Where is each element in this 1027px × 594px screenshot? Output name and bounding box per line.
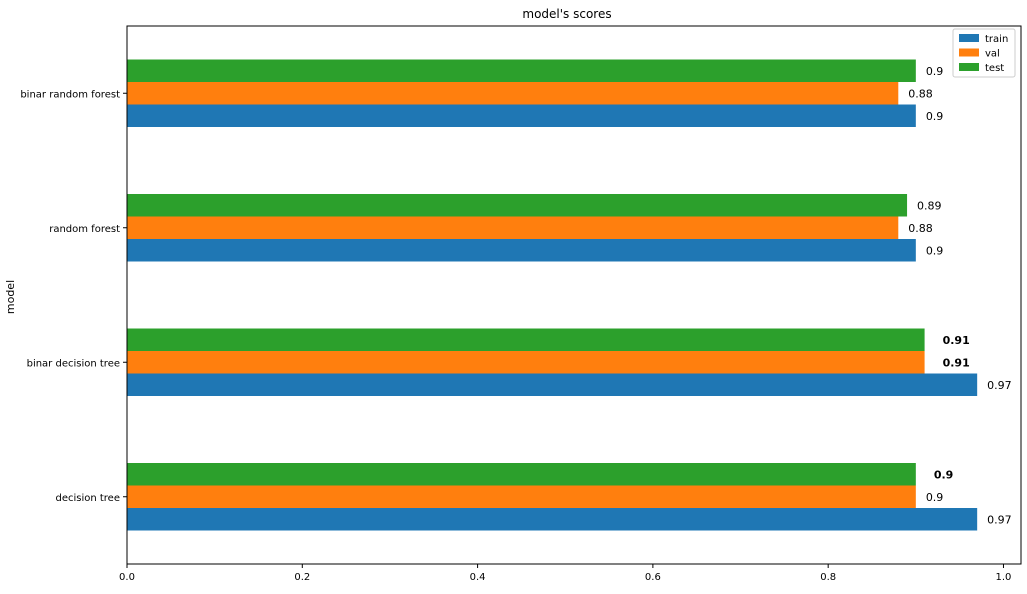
y-tick-label-1: decision tree — [55, 493, 120, 504]
y-tick-label-4: binar random forest — [20, 89, 120, 100]
x-tick-label-1: 0.0 — [119, 572, 135, 583]
x-tick-label-5: 0.8 — [820, 572, 836, 583]
bar-val-4 — [127, 82, 899, 105]
bar-train-2 — [127, 373, 978, 396]
bar-test-3 — [127, 194, 908, 217]
legend-swatch-val — [959, 48, 979, 57]
legend-swatch-train — [959, 34, 979, 42]
data-label-test-2: 0.91 — [943, 334, 970, 347]
data-label-test-3: 0.89 — [917, 199, 942, 212]
bar-val-1 — [127, 485, 916, 508]
legend-label-train: train — [985, 34, 1008, 45]
bar-test-1 — [127, 463, 916, 486]
y-tick-label-2: binar decision tree — [27, 358, 120, 369]
data-label-val-2: 0.91 — [943, 356, 970, 369]
bar-test-2 — [127, 328, 925, 351]
x-tick-label-4: 0.6 — [645, 572, 661, 583]
bar-train-4 — [127, 104, 916, 127]
x-tick-label-2: 0.2 — [294, 572, 310, 583]
bar-test-4 — [127, 59, 916, 82]
axes-frame — [126, 25, 1022, 565]
data-label-train-1: 0.97 — [987, 513, 1012, 526]
bar-val-2 — [127, 351, 925, 374]
legend-swatch-test — [959, 63, 979, 71]
data-label-train-2: 0.97 — [987, 379, 1012, 392]
data-label-test-1: 0.9 — [934, 468, 954, 481]
x-tick-label-3: 0.4 — [470, 572, 486, 583]
bar-train-3 — [127, 239, 916, 262]
bar-train-1 — [127, 508, 978, 531]
y-tick-label-3: random forest — [49, 224, 120, 235]
data-label-val-4: 0.88 — [908, 87, 933, 100]
legend-label-test: test — [985, 63, 1004, 74]
chart-title: model's scores — [522, 7, 611, 21]
bar-val-3 — [127, 216, 899, 239]
legend-label-val: val — [985, 49, 1000, 60]
plot-area: 0.97 0.9 0.9 decision tree 0.97 0.91 0.91 binar… — [20, 25, 1022, 583]
data-label-val-1: 0.9 — [926, 491, 944, 504]
data-label-train-3: 0.9 — [926, 244, 944, 257]
data-label-val-3: 0.88 — [908, 222, 933, 235]
x-tick-label-6: 1.0 — [996, 572, 1012, 583]
data-label-train-4: 0.9 — [926, 110, 944, 123]
y-axis-label: model — [4, 280, 17, 314]
data-label-test-4: 0.9 — [926, 65, 944, 78]
